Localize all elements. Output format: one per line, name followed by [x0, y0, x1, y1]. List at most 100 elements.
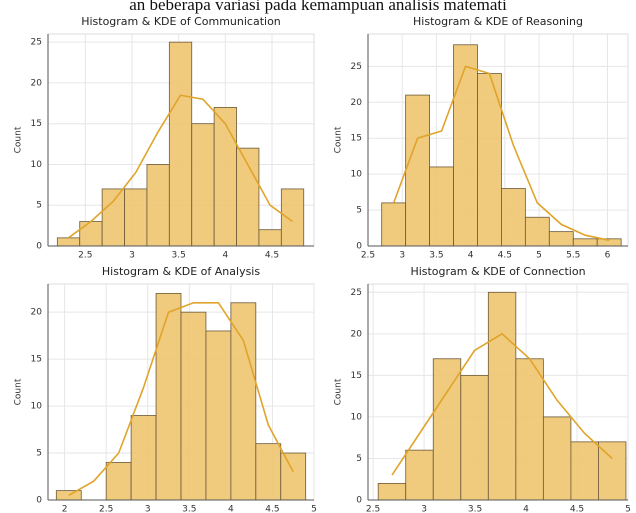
x-tick-label: 4.5 — [498, 251, 512, 261]
x-tick-label: 2 — [62, 505, 68, 513]
y-tick-label: 15 — [31, 119, 42, 129]
bar — [146, 164, 170, 247]
y-tick-label: 15 — [351, 134, 362, 144]
x-tick-label: 3 — [399, 251, 405, 261]
x-tick-label: 3 — [129, 251, 135, 261]
bar — [155, 292, 182, 501]
kde-line — [68, 302, 294, 496]
bar — [230, 302, 257, 501]
y-tick-label: 5 — [356, 454, 362, 464]
x-tick-label: 3.5 — [429, 251, 443, 261]
chart-title: Histogram & KDE of Reasoning — [413, 15, 583, 28]
bar — [598, 441, 627, 501]
y-tick-label: 25 — [31, 38, 42, 48]
bar — [453, 44, 478, 247]
y-tick-label: 10 — [31, 160, 43, 170]
bar — [515, 358, 544, 501]
x-tick-label: 3.5 — [172, 251, 186, 261]
bar — [429, 166, 454, 247]
y-tick-label: 20 — [31, 78, 43, 88]
bar — [542, 416, 572, 501]
bar — [168, 41, 193, 247]
x-tick-label: 3 — [421, 505, 427, 513]
x-tick-label: 3.5 — [468, 505, 482, 513]
y-axis-label: Count — [14, 126, 24, 153]
x-tick-label: 5 — [536, 251, 542, 261]
bar — [130, 415, 157, 501]
y-tick-label: 10 — [31, 402, 43, 412]
x-tick-label: 5 — [311, 505, 317, 513]
bar — [405, 449, 434, 501]
bar — [255, 443, 282, 501]
bar — [487, 291, 517, 501]
bar — [432, 358, 462, 501]
y-axis-label: Count — [334, 126, 344, 153]
y-tick-label: 15 — [31, 355, 42, 365]
bar — [258, 229, 282, 247]
y-axis-label: Count — [334, 378, 344, 405]
y-tick-label: 0 — [356, 496, 362, 506]
bar — [460, 374, 489, 501]
bar — [524, 216, 550, 247]
x-tick-label: 4.5 — [570, 505, 584, 513]
x-tick-label: 6 — [605, 251, 611, 261]
x-tick-label: 3.5 — [182, 505, 196, 513]
x-tick-label: 4.5 — [265, 505, 279, 513]
x-tick-label: 5 — [625, 505, 631, 513]
y-tick-label: 5 — [36, 201, 42, 211]
x-tick-label: 2.5 — [366, 505, 380, 513]
bar — [56, 237, 81, 247]
x-tick-label: 4 — [468, 251, 474, 261]
chart-title: Histogram & KDE of Analysis — [102, 265, 260, 278]
bar — [180, 311, 207, 501]
kde-line — [391, 332, 613, 476]
header-text: an beberapa variasi pada kemampuan anali… — [129, 0, 507, 14]
chart-title: Histogram & KDE of Connection — [410, 265, 585, 278]
y-tick-label: 15 — [351, 371, 362, 381]
y-tick-label: 10 — [351, 412, 363, 422]
bar — [501, 188, 526, 247]
x-tick-label: 4 — [222, 251, 228, 261]
chart-title: Histogram & KDE of Communication — [81, 15, 281, 28]
x-tick-label: 3 — [145, 505, 151, 513]
bar — [381, 202, 407, 247]
x-tick-label: 2.5 — [99, 505, 113, 513]
bar — [79, 221, 103, 247]
bar — [377, 482, 407, 501]
y-tick-label: 0 — [36, 496, 42, 506]
bar — [570, 441, 599, 501]
x-tick-label: 4 — [523, 505, 529, 513]
bar — [280, 188, 305, 247]
x-tick-label: 4 — [228, 505, 234, 513]
bar — [213, 106, 237, 247]
y-tick-label: 25 — [351, 62, 362, 72]
y-tick-label: 20 — [31, 308, 43, 318]
bar — [105, 462, 132, 501]
y-tick-label: 20 — [351, 329, 363, 339]
y-tick-label: 5 — [356, 206, 362, 216]
y-tick-label: 5 — [36, 449, 42, 459]
bar — [572, 238, 598, 247]
y-tick-label: 20 — [351, 98, 363, 108]
kde-line — [68, 94, 293, 239]
bar — [280, 452, 307, 501]
bar — [548, 231, 574, 247]
bar — [405, 94, 430, 247]
x-tick-label: 2.5 — [78, 251, 92, 261]
bar — [124, 188, 148, 247]
y-tick-label: 0 — [356, 242, 362, 252]
x-tick-label: 4.5 — [265, 251, 279, 261]
y-tick-label: 0 — [36, 242, 42, 252]
kde-line — [392, 65, 610, 242]
y-tick-label: 25 — [351, 288, 362, 298]
x-tick-label: 5.5 — [566, 251, 580, 261]
bar — [236, 147, 260, 247]
bar — [205, 330, 232, 501]
y-tick-label: 10 — [351, 170, 363, 180]
bar — [101, 188, 125, 247]
x-tick-label: 2.5 — [361, 251, 375, 261]
bar — [191, 123, 215, 247]
bar — [55, 490, 82, 501]
y-axis-label: Count — [14, 378, 24, 405]
